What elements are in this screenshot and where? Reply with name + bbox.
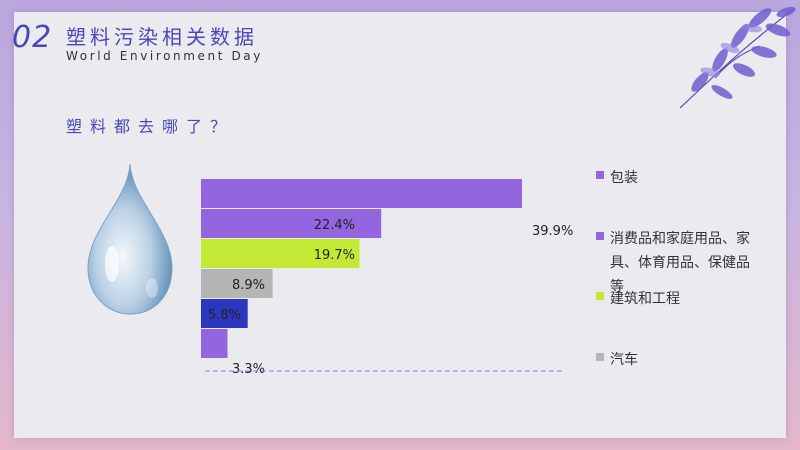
bar-3 bbox=[201, 239, 360, 268]
bar-label-6: 3.3% bbox=[232, 362, 265, 377]
bar-5 bbox=[201, 299, 248, 328]
leaves-decoration-icon bbox=[679, 6, 796, 109]
legend-swatch bbox=[596, 353, 604, 361]
bar-1 bbox=[201, 179, 522, 208]
legend-swatch bbox=[596, 292, 604, 300]
section-question: 塑料都去哪了？ bbox=[66, 117, 235, 136]
bar-label-4: 8.9% bbox=[232, 278, 265, 293]
legend-label: 建筑和工程 bbox=[610, 291, 680, 307]
legend-item-3: 建筑和工程 bbox=[596, 287, 760, 311]
bar-label-3: 19.7% bbox=[314, 248, 355, 263]
legend-item-4: 汽车 bbox=[596, 348, 760, 372]
water-drop-icon bbox=[87, 163, 173, 315]
bar-label-5: 5.8% bbox=[208, 308, 241, 323]
page-title: 塑料污染相关数据 bbox=[66, 25, 258, 49]
section-number: 02 bbox=[12, 20, 53, 55]
legend-item-1: 包装 bbox=[596, 166, 760, 190]
legend-label: 汽车 bbox=[610, 352, 638, 368]
legend-swatch bbox=[596, 232, 604, 240]
legend-item-2: 消费品和家庭用品、家具、体育用品、保健品等 bbox=[596, 227, 760, 299]
bar-2 bbox=[201, 209, 382, 238]
legend-swatch bbox=[596, 171, 604, 179]
bar-4 bbox=[201, 269, 273, 298]
bar-label-2: 22.4% bbox=[314, 218, 355, 233]
legend-label: 包装 bbox=[610, 170, 638, 186]
legend-label: 消费品和家庭用品、家具、体育用品、保健品等 bbox=[610, 231, 750, 295]
bar-label-1: 39.9% bbox=[532, 224, 573, 239]
bar-6 bbox=[201, 329, 228, 358]
page-subtitle: World Environment Day bbox=[66, 49, 263, 63]
